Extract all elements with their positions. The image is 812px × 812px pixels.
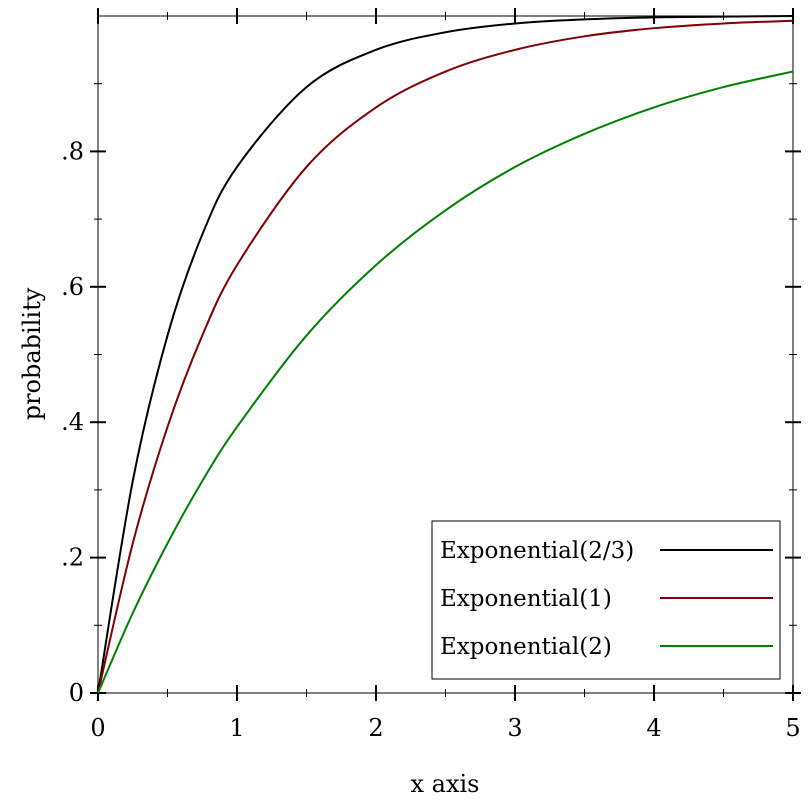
- y-tick-label: .2: [61, 544, 84, 572]
- x-tick-label: 1: [229, 714, 244, 742]
- legend-label: Exponential(2/3): [440, 538, 634, 564]
- y-tick-label: .8: [61, 137, 84, 165]
- y-tick-label: .4: [61, 408, 84, 436]
- legend: Exponential(2/3) Exponential(1) Exponentia…: [431, 520, 781, 680]
- series-lines: [97, 15, 794, 694]
- x-tick-label: 2: [368, 714, 383, 742]
- y-axis: 0 .2 .4 .6 .8: [61, 83, 801, 707]
- x-tick-label: 5: [785, 714, 800, 742]
- legend-label: Exponential(2): [440, 634, 612, 660]
- x-axis-title: x axis: [411, 770, 480, 798]
- x-tick-label: 3: [507, 714, 522, 742]
- x-tick-label: 0: [90, 714, 105, 742]
- x-tick-label: 4: [646, 714, 661, 742]
- series-line-1: [97, 15, 794, 694]
- legend-label: Exponential(1): [440, 586, 612, 612]
- y-axis-title: probability: [18, 287, 46, 420]
- x-axis: 0 1 2 3 4 5: [90, 8, 801, 742]
- series-line-3: [97, 70, 794, 694]
- legend-box: [431, 520, 781, 680]
- y-tick-label: 0: [69, 679, 84, 707]
- series-line-2: [97, 19, 794, 694]
- y-tick-label: .6: [61, 273, 84, 301]
